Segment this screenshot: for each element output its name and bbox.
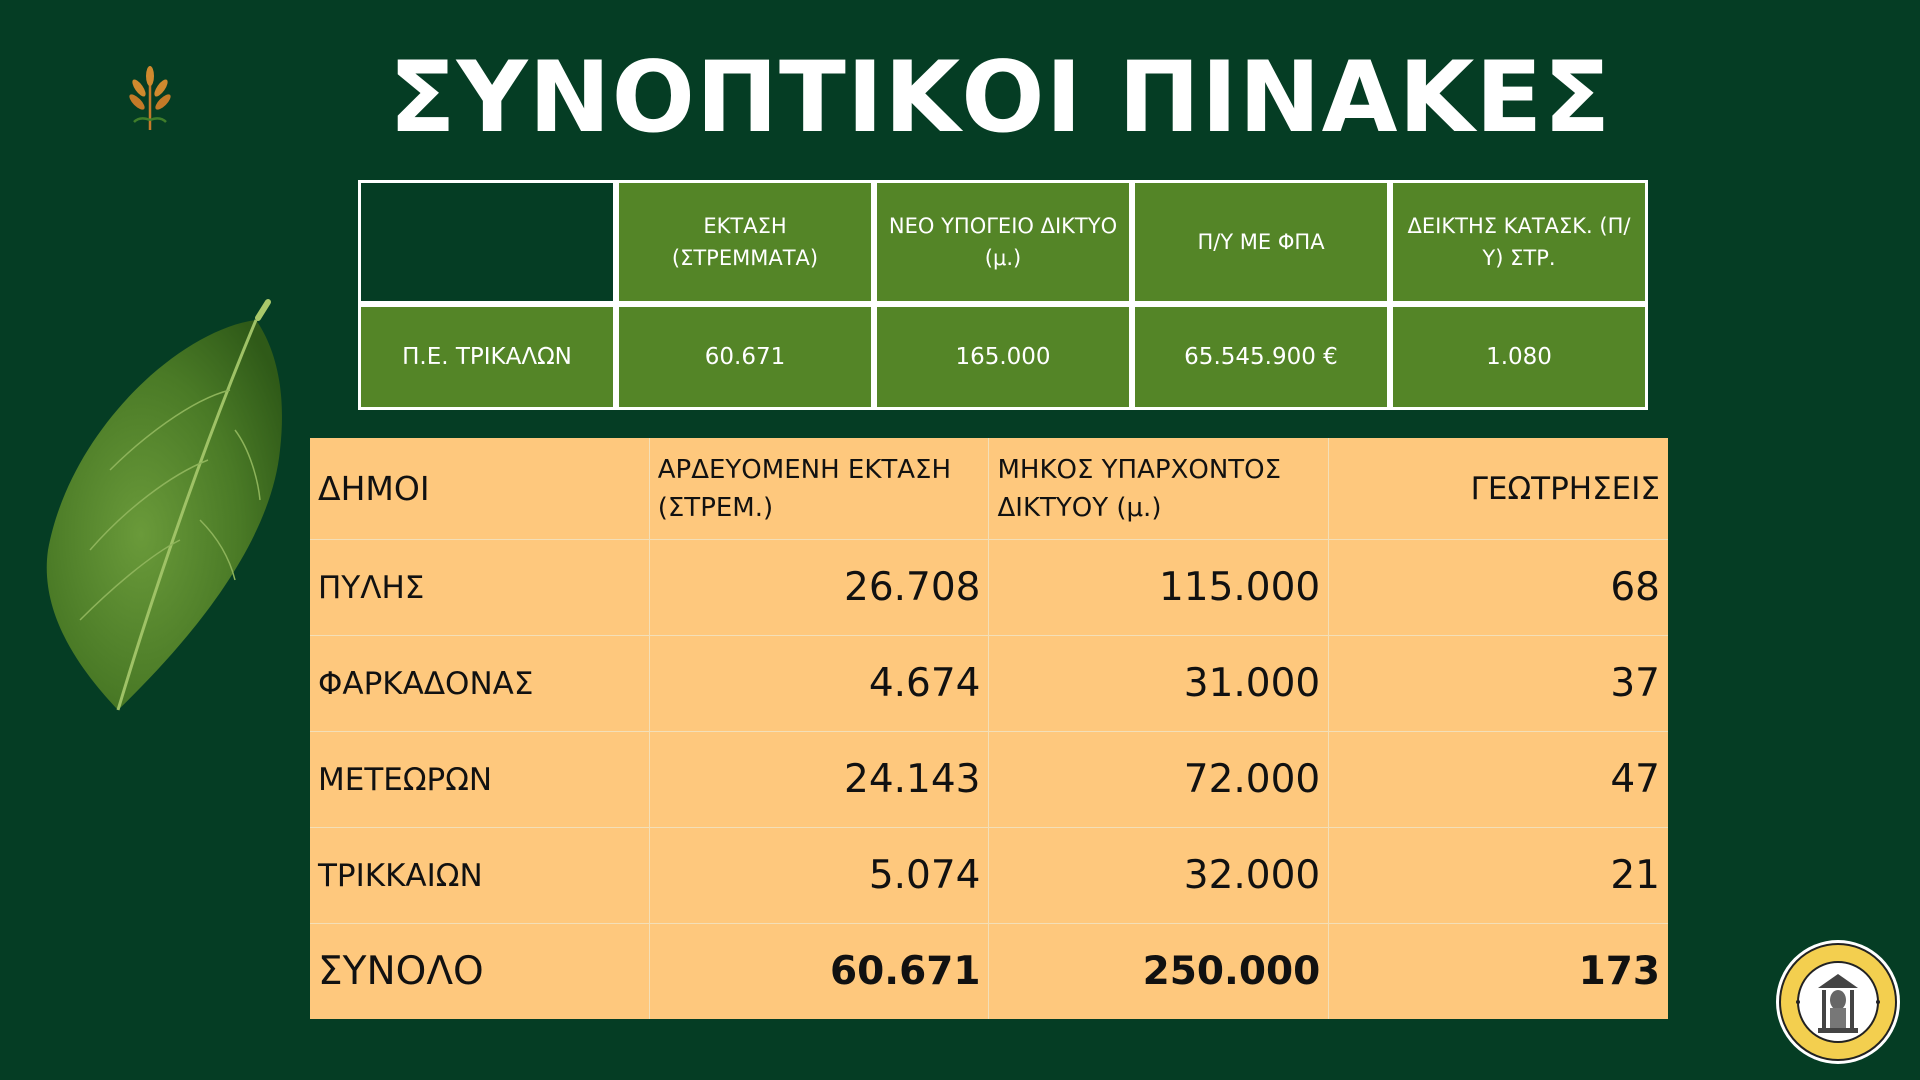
wheat-icon — [129, 66, 171, 130]
table-row: ΜΕΤΕΩΡΩΝ 24.143 72.000 47 — [310, 731, 1668, 828]
table-row: ΦΑΡΚΑΔΟΝΑΣ 4.674 31.000 37 — [310, 635, 1668, 732]
summary-header-cell: ΔΕΙΚΤΗΣ ΚΑΤΑΣΚ. (Π/Υ) ΣΤΡ. — [1390, 180, 1648, 304]
table-cell: 37 — [1328, 635, 1668, 732]
table-cell: 21 — [1328, 827, 1668, 924]
table-cell: 5.074 — [649, 827, 990, 924]
table-cell: 26.708 — [649, 539, 990, 636]
municipality-seal-logo — [1776, 940, 1900, 1064]
total-row: ΣΥΝΟΛΟ 60.671 250.000 173 — [310, 923, 1668, 1019]
table-cell: 47 — [1328, 731, 1668, 828]
column-header: ΑΡΔΕΥΟΜΕΝΗ ΕΚΤΑΣΗ (ΣΤΡΕΜ.) — [649, 438, 990, 540]
summary-table: ΕΚΤΑΣΗ (ΣΤΡΕΜΜΑΤΑ) ΝΕΟ ΥΠΟΓΕΙΟ ΔΙΚΤΥΟ (μ… — [358, 180, 1648, 410]
column-header: ΔΗΜΟΙ — [310, 438, 650, 540]
page-title: ΣΥΝΟΠΤΙΚΟΙ ΠΙΝΑΚΕΣ — [388, 41, 1612, 155]
table-cell: 68 — [1328, 539, 1668, 636]
column-header: ΓΕΩΤΡΗΣΕΙΣ — [1328, 438, 1668, 540]
municipality-name: ΠΥΛΗΣ — [310, 539, 650, 636]
municipality-name: ΦΑΡΚΑΔΟΝΑΣ — [310, 635, 650, 732]
summary-value-cell: 65.545.900 € — [1132, 304, 1390, 410]
summary-header-row: ΕΚΤΑΣΗ (ΣΤΡΕΜΜΑΤΑ) ΝΕΟ ΥΠΟΓΕΙΟ ΔΙΚΤΥΟ (μ… — [358, 180, 1648, 304]
table-header-row: ΔΗΜΟΙ ΑΡΔΕΥΟΜΕΝΗ ΕΚΤΑΣΗ (ΣΤΡΕΜ.) ΜΗΚΟΣ Υ… — [310, 438, 1668, 540]
total-cell: 250.000 — [988, 923, 1330, 1019]
table-cell: 115.000 — [988, 539, 1330, 636]
leaf-image — [46, 299, 282, 711]
column-header: ΜΗΚΟΣ ΥΠΑΡΧΟΝΤΟΣ ΔΙΚΤΥΟΥ (μ.) — [988, 438, 1330, 540]
table-cell: 4.674 — [649, 635, 990, 732]
total-label: ΣΥΝΟΛΟ — [310, 923, 650, 1019]
summary-header-cell — [358, 180, 616, 304]
summary-header-cell: ΝΕΟ ΥΠΟΓΕΙΟ ΔΙΚΤΥΟ (μ.) — [874, 180, 1132, 304]
table-cell: 31.000 — [988, 635, 1330, 732]
summary-value-cell: 165.000 — [874, 304, 1132, 410]
municipalities-table: ΔΗΜΟΙ ΑΡΔΕΥΟΜΕΝΗ ΕΚΤΑΣΗ (ΣΤΡΕΜ.) ΜΗΚΟΣ Υ… — [310, 438, 1668, 1019]
table-row: ΤΡΙΚΚΑΙΩΝ 5.074 32.000 21 — [310, 827, 1668, 924]
municipality-name: ΜΕΤΕΩΡΩΝ — [310, 731, 650, 828]
table-row: ΠΥΛΗΣ 26.708 115.000 68 — [310, 539, 1668, 636]
summary-header-cell: Π/Υ ΜΕ ΦΠΑ — [1132, 180, 1390, 304]
table-cell: 24.143 — [649, 731, 990, 828]
total-cell: 60.671 — [649, 923, 990, 1019]
table-cell: 32.000 — [988, 827, 1330, 924]
municipality-name: ΤΡΙΚΚΑΙΩΝ — [310, 827, 650, 924]
summary-value-cell: Π.Ε. ΤΡΙΚΑΛΩΝ — [358, 304, 616, 410]
summary-value-cell: 1.080 — [1390, 304, 1648, 410]
total-cell: 173 — [1578, 949, 1660, 994]
summary-value-cell: 60.671 — [616, 304, 874, 410]
summary-header-cell: ΕΚΤΑΣΗ (ΣΤΡΕΜΜΑΤΑ) — [616, 180, 874, 304]
summary-value-row: Π.Ε. ΤΡΙΚΑΛΩΝ 60.671 165.000 65.545.900 … — [358, 304, 1648, 410]
table-cell: 72.000 — [988, 731, 1330, 828]
